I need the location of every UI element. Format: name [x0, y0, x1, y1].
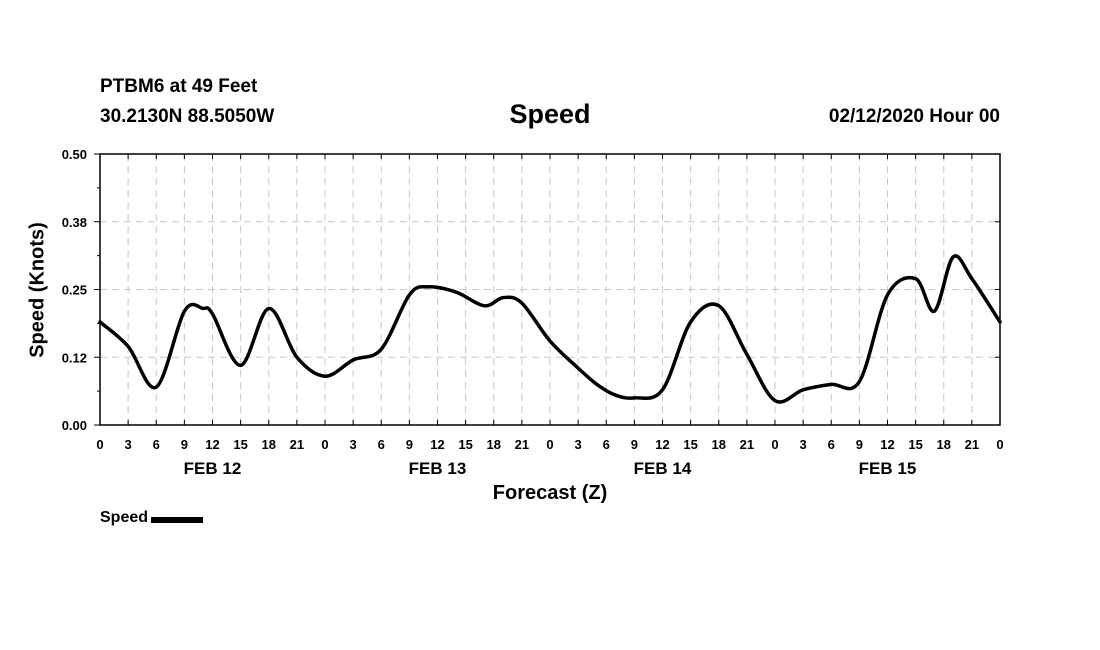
x-tick-label: 9: [631, 437, 638, 452]
x-tick-label: 18: [937, 437, 951, 452]
x-tick-label: 6: [603, 437, 610, 452]
x-tick-label: 6: [378, 437, 385, 452]
x-tick-label: 9: [181, 437, 188, 452]
x-tick-label: 18: [712, 437, 726, 452]
plot-frame: [99, 153, 1001, 426]
x-tick-label: 6: [153, 437, 160, 452]
x-tick-label: 12: [205, 437, 219, 452]
x-tick-label: 12: [430, 437, 444, 452]
x-tick-label: 18: [487, 437, 501, 452]
y-axis-label: Speed (Knots): [26, 222, 49, 358]
y-tick-label: 0.12: [62, 350, 87, 365]
day-label: FEB 14: [634, 459, 692, 478]
x-tick-label: 15: [233, 437, 247, 452]
x-tick-label: 18: [262, 437, 276, 452]
x-tick-label: 3: [350, 437, 357, 452]
x-tick-label: 0: [96, 437, 103, 452]
series-group: [98, 254, 1002, 404]
x-axis-label: Forecast (Z): [492, 482, 608, 504]
grid-lines: [100, 154, 1000, 425]
x-tick-label: 15: [683, 437, 697, 452]
legend-label: Speed: [100, 509, 149, 526]
speed-series-line: [98, 254, 1002, 404]
x-tick-label: 15: [908, 437, 922, 452]
x-tick-label: 12: [880, 437, 894, 452]
x-tick-label: 21: [740, 437, 754, 452]
forecast-datetime: 02/12/2020 Hour 00: [828, 106, 1000, 127]
x-tick-label: 0: [771, 437, 778, 452]
x-tick-label: 3: [125, 437, 132, 452]
x-tick-label: 21: [515, 437, 529, 452]
x-tick-label: 3: [800, 437, 807, 452]
legend-swatch: [151, 517, 204, 523]
y-tick-label: 0.25: [62, 283, 87, 298]
station-coordinates: 30.2130N 88.5050W: [100, 106, 275, 127]
day-label: FEB 13: [409, 459, 467, 478]
y-tick-label: 0.38: [62, 215, 87, 230]
x-tick-label: 0: [546, 437, 553, 452]
day-label: FEB 15: [859, 459, 917, 478]
x-tick-label: 12: [655, 437, 669, 452]
y-tick-label: 0.50: [62, 147, 87, 162]
x-tick-label: 9: [856, 437, 863, 452]
chart-title: Speed: [509, 99, 591, 129]
legend: Speed: [100, 509, 204, 527]
x-tick-label: 0: [996, 437, 1003, 452]
x-tick-label: 15: [458, 437, 472, 452]
x-tick-label: 0: [321, 437, 328, 452]
day-label: FEB 12: [184, 459, 242, 478]
y-tick-label: 0.00: [62, 418, 87, 433]
x-tick-label: 21: [965, 437, 979, 452]
x-tick-label: 6: [828, 437, 835, 452]
x-tick-label: 21: [290, 437, 304, 452]
tick-labels: 0 3 6 9 12 15 18 21 0 3 6 9 12 15 18 21 0 3 6 9 12 15 18 21 0 3 6 9…: [62, 147, 1004, 478]
x-tick-label: 3: [575, 437, 582, 452]
x-tick-label: 9: [406, 437, 413, 452]
station-name: PTBM6 at 49 Feet: [100, 76, 258, 97]
